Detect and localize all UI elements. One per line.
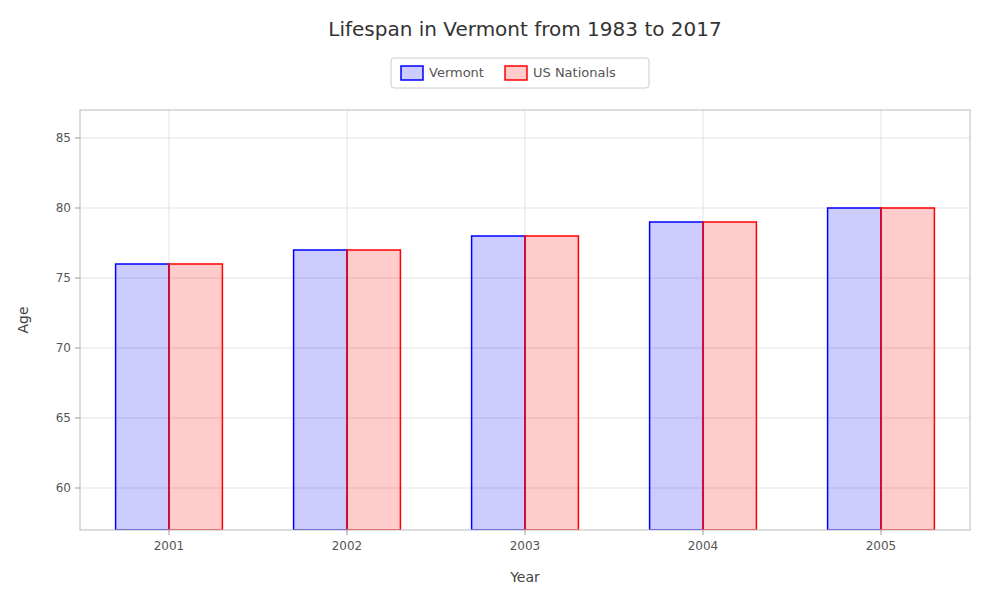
y-tick-label: 75 <box>56 271 71 285</box>
y-tick <box>75 418 80 419</box>
y-tick <box>75 208 80 209</box>
legend: Vermont US Nationals <box>391 58 649 88</box>
legend-label: US Nationals <box>533 65 616 80</box>
bar <box>347 250 400 530</box>
x-tick-label: 2003 <box>510 539 541 553</box>
x-tick <box>347 530 348 535</box>
x-tick-label: 2001 <box>154 539 185 553</box>
bar <box>650 222 703 530</box>
bar <box>828 208 881 530</box>
y-tick-label: 80 <box>56 201 71 215</box>
bar <box>116 264 169 530</box>
legend-swatch <box>505 66 527 80</box>
legend-swatch <box>401 66 423 80</box>
x-tick-label: 2002 <box>332 539 363 553</box>
y-tick <box>75 278 80 279</box>
title: Lifespan in Vermont from 1983 to 2017 <box>328 17 721 41</box>
x-axis-label: Year <box>509 569 540 585</box>
plot-frame <box>80 110 970 530</box>
y-tick-label: 65 <box>56 411 71 425</box>
y-axis-label: Age <box>15 306 31 333</box>
y-tick-label: 60 <box>56 481 71 495</box>
y-tick <box>75 348 80 349</box>
chart: 60 65 70 75 80 85 2001 2002 2003 2004 2005 Year Age L… <box>0 0 1000 600</box>
chart-container: 60 65 70 75 80 85 2001 2002 2003 2004 2005 Year Age L… <box>0 0 1000 600</box>
bar <box>703 222 756 530</box>
grid <box>80 110 970 530</box>
x-tick <box>169 530 170 535</box>
y-tick-label: 85 <box>56 131 71 145</box>
bar <box>169 264 222 530</box>
bar <box>294 250 347 530</box>
legend-label: Vermont <box>429 65 484 80</box>
y-tick <box>75 138 80 139</box>
bars <box>116 208 935 530</box>
x-tick <box>525 530 526 535</box>
x-tick <box>703 530 704 535</box>
x-tick <box>881 530 882 535</box>
y-tick <box>75 488 80 489</box>
y-tick-label: 70 <box>56 341 71 355</box>
x-tick-label: 2004 <box>688 539 719 553</box>
x-tick-label: 2005 <box>866 539 897 553</box>
bar <box>472 236 525 530</box>
legend-frame <box>391 58 649 88</box>
bar <box>881 208 934 530</box>
bar <box>525 236 578 530</box>
